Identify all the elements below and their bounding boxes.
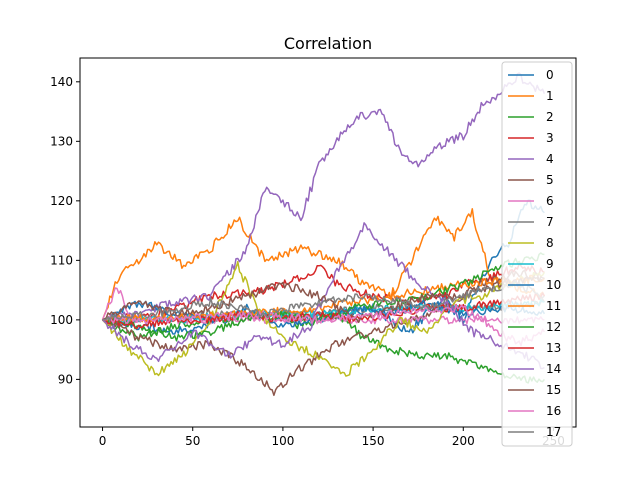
legend-label-16: 16 — [546, 404, 561, 418]
legend-label-14: 14 — [546, 362, 561, 376]
y-tick-label: 120 — [50, 194, 73, 208]
series-line-8 — [101, 260, 546, 377]
legend-label-8: 8 — [546, 236, 554, 250]
legend-label-1: 1 — [546, 89, 554, 103]
x-tick-label: 150 — [362, 434, 385, 448]
legend-label-12: 12 — [546, 320, 561, 334]
x-tick-label: 0 — [99, 434, 107, 448]
legend-label-13: 13 — [546, 341, 561, 355]
y-tick-label: 90 — [58, 372, 73, 386]
legend-label-2: 2 — [546, 110, 554, 124]
chart-title: Correlation — [284, 34, 372, 53]
y-tick-label: 110 — [50, 253, 73, 267]
axis-ticks: 05010015020025090100110120130140 — [50, 75, 565, 448]
series-line-2 — [102, 310, 545, 384]
series-line-1 — [101, 208, 546, 321]
plot-frame — [79, 57, 577, 428]
legend-label-10: 10 — [546, 278, 561, 292]
y-tick-label: 130 — [50, 134, 73, 148]
x-tick-label: 50 — [185, 434, 200, 448]
series-line-4 — [102, 72, 546, 324]
y-tick-label: 140 — [50, 75, 73, 89]
legend-label-15: 15 — [546, 383, 561, 397]
legend-label-9: 9 — [546, 257, 554, 271]
series-lines — [101, 72, 546, 397]
series-line-16 — [102, 304, 546, 347]
legend-label-4: 4 — [546, 152, 554, 166]
legend-label-5: 5 — [546, 173, 554, 187]
legend-label-3: 3 — [546, 131, 554, 145]
series-line-5 — [102, 269, 545, 397]
x-tick-label: 100 — [271, 434, 294, 448]
series-line-17 — [102, 279, 545, 322]
y-tick-label: 100 — [50, 313, 73, 327]
legend-box — [501, 61, 573, 447]
x-tick-label: 200 — [452, 434, 475, 448]
legend-label-7: 7 — [546, 215, 554, 229]
series-line-15 — [102, 276, 545, 324]
legend-label-0: 0 — [546, 68, 554, 82]
legend-label-6: 6 — [546, 194, 554, 208]
legend-label-17: 17 — [546, 425, 561, 439]
legend-label-11: 11 — [546, 299, 561, 313]
